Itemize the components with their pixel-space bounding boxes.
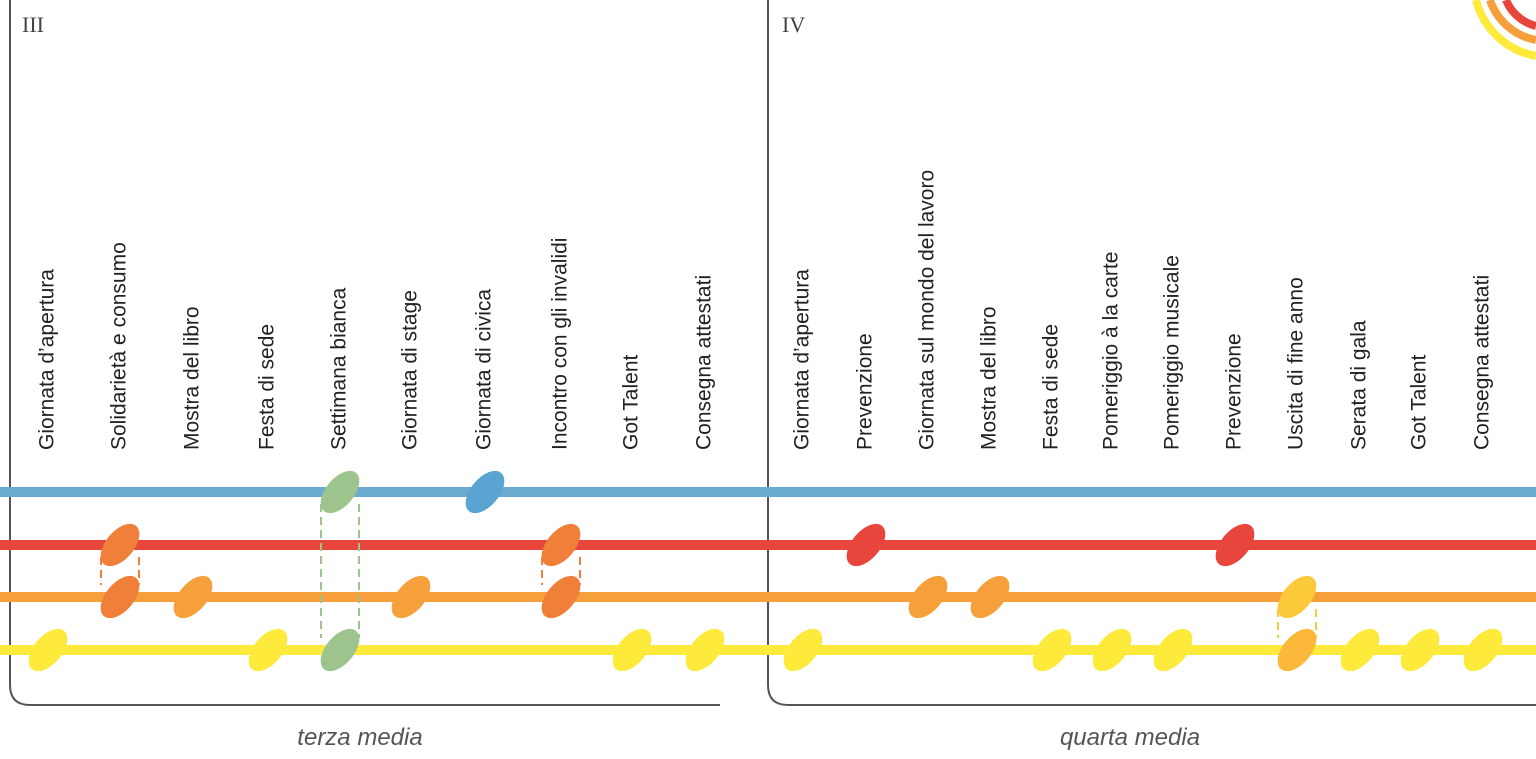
event-dot (1092, 628, 1132, 672)
event-dot (908, 575, 948, 619)
event-label: Pomeriggio musicale (1161, 255, 1184, 450)
event-label: Incontro con gli invalidi (549, 238, 572, 450)
event-label: Got Talent (620, 354, 643, 450)
event-label: Giornata d’apertura (36, 269, 59, 450)
decoration (1472, 0, 1536, 60)
event-label: Mostra del libro (978, 306, 1001, 450)
panel-numeral: III (22, 12, 44, 37)
event-dot (541, 575, 581, 619)
panel-frame (767, 0, 1536, 706)
event-dot (1400, 628, 1440, 672)
event-dot (391, 575, 431, 619)
panel-caption: quarta media (1060, 724, 1200, 751)
event-label: Pomeriggio à la carte (1100, 252, 1123, 450)
event-label: Prevenzione (1223, 333, 1246, 450)
panel-caption: terza media (297, 724, 422, 751)
event-label: Giornata d’apertura (791, 269, 814, 450)
event-dot (1277, 628, 1317, 672)
panel-numeral: IV (782, 12, 805, 37)
event-dot (100, 523, 140, 567)
event-label: Consegna attestati (1471, 275, 1494, 450)
event-label: Solidarietà e consumo (108, 242, 131, 450)
event-dot (1153, 628, 1193, 672)
event-label: Settimana bianca (328, 287, 351, 450)
event-dot (612, 628, 652, 672)
event-dot (1463, 628, 1503, 672)
panel-frame (9, 0, 720, 706)
event-dot (846, 523, 886, 567)
event-dot (685, 628, 725, 672)
event-dot (320, 470, 360, 514)
event-dot (320, 628, 360, 672)
event-dot (1340, 628, 1380, 672)
event-label: Giornata sul mondo del lavoro (916, 170, 939, 450)
event-dot (248, 628, 288, 672)
event-dot (100, 575, 140, 619)
event-label: Got Talent (1408, 354, 1431, 450)
event-dot (28, 628, 68, 672)
event-dot (1215, 523, 1255, 567)
event-label: Festa di sede (256, 324, 279, 450)
event-label: Consegna attestati (693, 275, 716, 450)
event-dot (970, 575, 1010, 619)
event-dot (173, 575, 213, 619)
event-dot (1032, 628, 1072, 672)
event-label: Festa di sede (1040, 324, 1063, 450)
event-label: Giornata di stage (399, 290, 422, 450)
event-dot (1277, 575, 1317, 619)
event-label: Giornata di civica (473, 289, 496, 450)
event-label: Serata di gala (1348, 320, 1371, 450)
event-dot (465, 470, 505, 514)
event-dot (783, 628, 823, 672)
event-dot (541, 523, 581, 567)
event-label: Mostra del libro (181, 306, 204, 450)
event-label: Prevenzione (854, 333, 877, 450)
event-label: Uscita di fine anno (1285, 277, 1308, 450)
